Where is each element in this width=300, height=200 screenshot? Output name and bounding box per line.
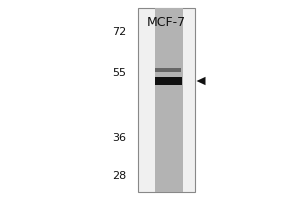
Bar — [154, 77, 182, 85]
Text: 36: 36 — [112, 133, 126, 143]
Text: MCF-7: MCF-7 — [147, 16, 186, 29]
Bar — [138, 8, 195, 192]
Text: 72: 72 — [112, 27, 126, 37]
Text: 55: 55 — [112, 68, 126, 78]
Polygon shape — [196, 77, 206, 85]
Text: 28: 28 — [112, 171, 126, 181]
Bar — [155, 68, 181, 72]
